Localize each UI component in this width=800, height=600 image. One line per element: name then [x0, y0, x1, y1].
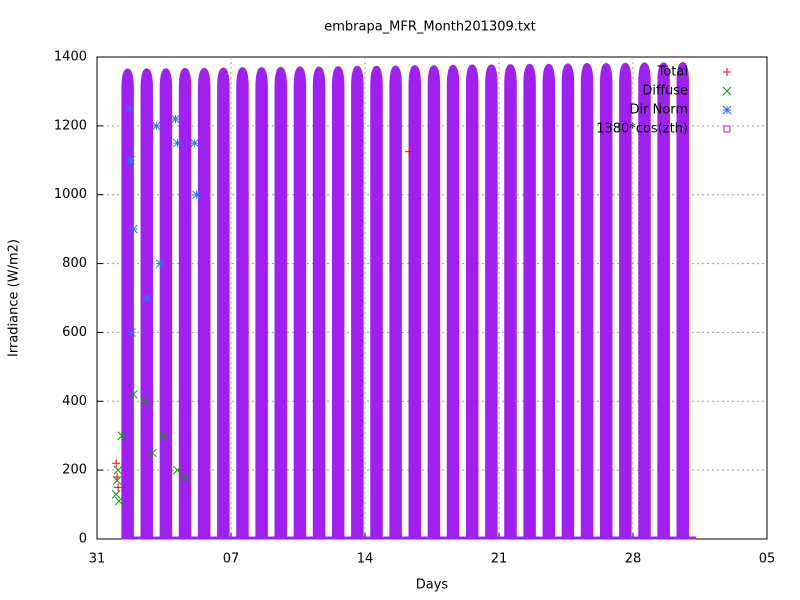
marker [112, 476, 122, 485]
daily-envelope [504, 64, 517, 540]
marker [117, 431, 127, 441]
marker [142, 293, 152, 303]
x-tick-label: 07 [223, 552, 240, 567]
daily-envelope [485, 64, 498, 540]
x-tick-label: 14 [357, 552, 374, 567]
daily-envelope [197, 67, 211, 540]
daily-envelope [389, 65, 402, 540]
marker [140, 396, 150, 406]
daily-envelope [542, 63, 556, 540]
y-axis-label: Irradiance (W/m2) [7, 239, 22, 357]
daily-envelope [121, 68, 134, 540]
chart-title: embrapa_MFR_Month201309.txt [324, 20, 536, 35]
y-tick-label: 800 [62, 256, 87, 271]
daily-envelope [236, 67, 249, 540]
legend-label: 1380*cos(zth) [596, 122, 688, 137]
marker [129, 224, 138, 234]
marker [155, 259, 165, 268]
marker [129, 390, 138, 399]
daily-envelope [446, 64, 460, 540]
marker [173, 138, 182, 148]
marker [126, 155, 135, 165]
y-tick-label: 400 [62, 394, 87, 409]
marker [173, 465, 182, 475]
marker [171, 114, 180, 124]
y-tick-label: 1400 [54, 50, 87, 65]
daily-envelope [580, 63, 594, 540]
marker [127, 328, 136, 337]
daily-envelope [312, 66, 326, 540]
marker [111, 489, 121, 499]
legend-marker [722, 86, 732, 96]
daily-envelope [465, 64, 479, 540]
marker [114, 496, 124, 506]
y-tick-label: 600 [62, 325, 87, 340]
marker [192, 190, 201, 200]
daily-envelope [427, 65, 441, 540]
marker [113, 473, 122, 482]
x-tick-label: 31 [89, 552, 106, 567]
y-tick-label: 1000 [54, 187, 87, 202]
daily-envelope [638, 62, 651, 540]
x-axis-label: Days [416, 578, 449, 593]
daily-envelope [140, 68, 154, 540]
daily-envelope [274, 66, 288, 540]
daily-envelope [159, 68, 173, 540]
marker [190, 138, 199, 148]
marker [405, 147, 414, 156]
daily-envelope [523, 63, 536, 540]
daily-envelope [255, 67, 268, 540]
marker [113, 465, 123, 475]
daily-envelope [370, 65, 383, 540]
marker [125, 104, 134, 113]
marker [151, 121, 161, 131]
daily-envelope [619, 62, 632, 540]
y-tick-label: 0 [79, 532, 87, 547]
daily-envelope [178, 67, 192, 540]
daily-envelope [599, 63, 613, 540]
x-tick-label: 21 [491, 552, 508, 567]
y-tick-label: 200 [62, 463, 87, 478]
legend-marker [723, 125, 731, 133]
daily-envelope [561, 63, 575, 540]
marker [159, 431, 169, 441]
legend-label: Total [657, 65, 688, 80]
legend-label: Dir Norm [629, 103, 688, 118]
legend-marker [722, 105, 732, 115]
daily-envelope [351, 65, 364, 540]
daily-envelope [331, 66, 345, 540]
marker [180, 472, 190, 482]
marker [114, 483, 123, 492]
y-tick-label: 1200 [54, 118, 87, 133]
marker [148, 448, 157, 458]
x-tick-label: 05 [759, 552, 776, 567]
daily-envelope [217, 67, 230, 540]
daily-envelope [676, 62, 690, 540]
marker [112, 459, 121, 468]
daily-envelope [293, 66, 307, 540]
legend-label: Diffuse [642, 84, 688, 99]
x-tick-label: 28 [625, 552, 642, 567]
daily-envelope [657, 62, 670, 540]
daily-envelope [408, 65, 422, 540]
legend-marker [723, 68, 731, 76]
